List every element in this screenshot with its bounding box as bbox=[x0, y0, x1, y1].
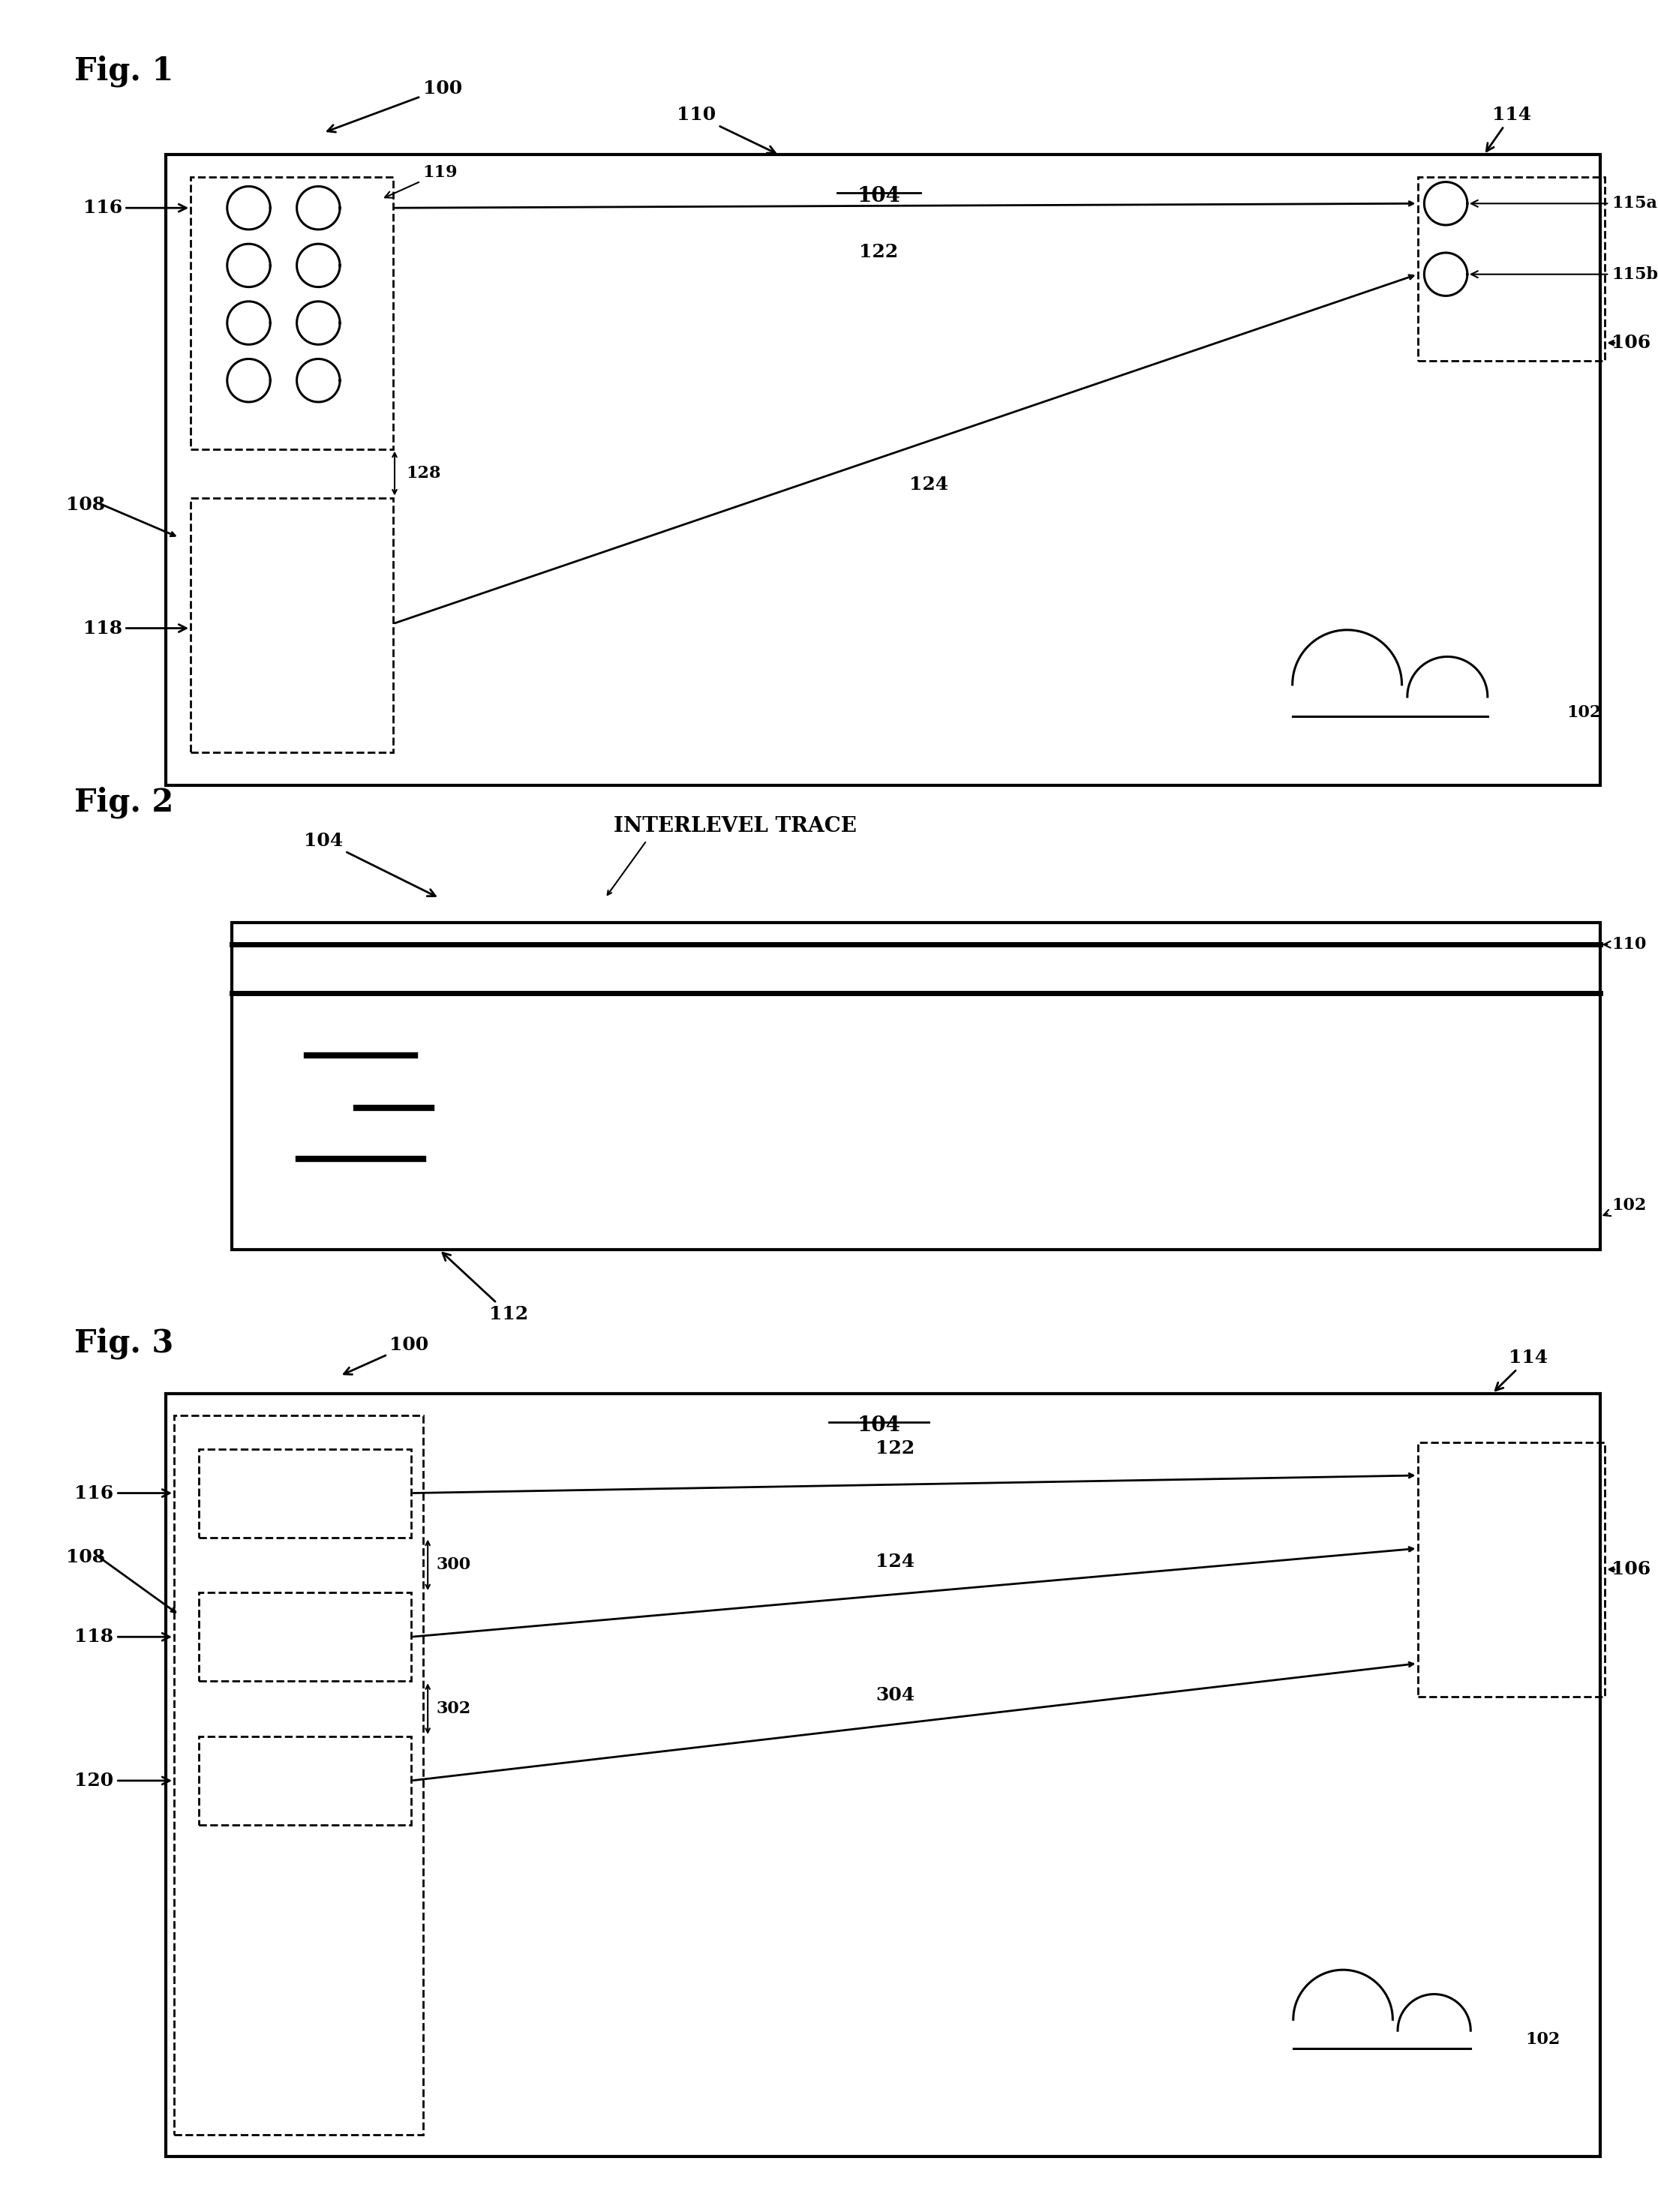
Text: 104: 104 bbox=[857, 1416, 900, 1436]
Text: 114: 114 bbox=[1496, 1349, 1549, 1391]
Text: 108: 108 bbox=[66, 1548, 106, 1566]
Bar bbox=[191, 498, 393, 752]
Bar bbox=[1418, 1442, 1605, 1697]
Bar bbox=[232, 922, 1600, 1250]
Bar bbox=[1418, 177, 1605, 361]
Text: Fig. 1: Fig. 1 bbox=[75, 55, 174, 86]
Text: 124: 124 bbox=[875, 1553, 915, 1571]
Text: Fig. 2: Fig. 2 bbox=[75, 787, 174, 818]
Text: INTERLEVEL TRACE: INTERLEVEL TRACE bbox=[613, 816, 857, 836]
Text: 102: 102 bbox=[1603, 1197, 1646, 1217]
Text: 304: 304 bbox=[875, 1686, 915, 1703]
Text: 100: 100 bbox=[327, 80, 463, 133]
Text: 102: 102 bbox=[1525, 2031, 1560, 2048]
Bar bbox=[166, 1394, 1600, 2157]
Text: 106: 106 bbox=[1612, 334, 1651, 352]
Bar bbox=[166, 155, 1600, 785]
Text: 302: 302 bbox=[436, 1701, 471, 1717]
Text: 118: 118 bbox=[75, 1628, 169, 1646]
Text: 116: 116 bbox=[83, 199, 186, 217]
Text: 119: 119 bbox=[385, 164, 458, 197]
Text: 106: 106 bbox=[1612, 1559, 1651, 1579]
Text: 124: 124 bbox=[909, 476, 948, 493]
Bar bbox=[199, 1736, 411, 1825]
Bar bbox=[199, 1449, 411, 1537]
Bar bbox=[199, 1593, 411, 1681]
Text: 122: 122 bbox=[859, 243, 899, 261]
Text: 112: 112 bbox=[443, 1252, 529, 1323]
Text: 115a: 115a bbox=[1471, 195, 1658, 212]
Bar bbox=[174, 1416, 423, 2135]
Text: Fig. 3: Fig. 3 bbox=[75, 1327, 174, 1358]
Text: 128: 128 bbox=[406, 465, 441, 482]
Text: 110: 110 bbox=[1603, 936, 1646, 953]
Text: 115b: 115b bbox=[1471, 265, 1658, 283]
Text: 122: 122 bbox=[875, 1440, 915, 1458]
Text: 100: 100 bbox=[343, 1336, 429, 1374]
Bar bbox=[191, 177, 393, 449]
Text: 104: 104 bbox=[857, 186, 900, 206]
Text: 116: 116 bbox=[75, 1484, 169, 1502]
Text: 110: 110 bbox=[676, 106, 776, 153]
Text: 108: 108 bbox=[66, 495, 106, 513]
Text: 114: 114 bbox=[1487, 106, 1532, 150]
Text: 300: 300 bbox=[436, 1557, 471, 1573]
Text: 102: 102 bbox=[1567, 703, 1602, 721]
Text: 120: 120 bbox=[75, 1772, 169, 1790]
Text: 104: 104 bbox=[303, 832, 436, 896]
Text: 118: 118 bbox=[83, 619, 186, 637]
